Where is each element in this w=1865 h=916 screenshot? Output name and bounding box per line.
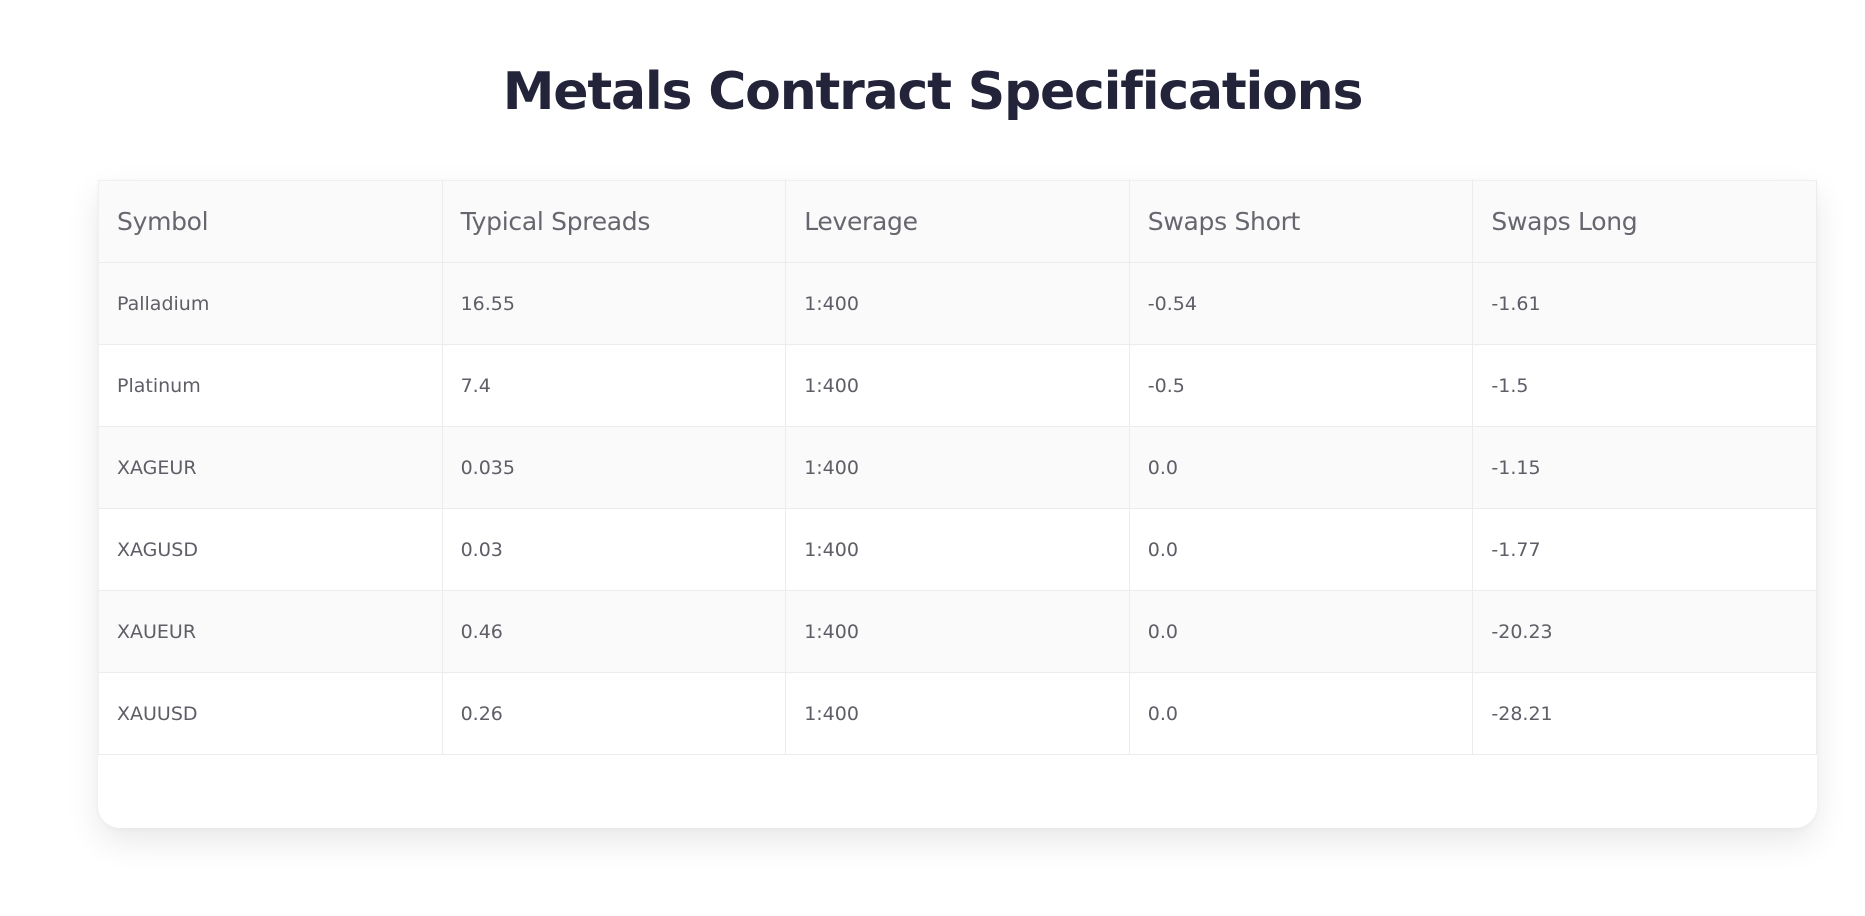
page-title: Metals Contract Specifications xyxy=(502,62,1364,122)
column-header-swaps-long: Swaps Long xyxy=(1472,180,1817,263)
cell-symbol: XAGEUR xyxy=(98,426,443,509)
cell-swap-long: -1.77 xyxy=(1472,508,1817,591)
cell-swap-short: 0.0 xyxy=(1129,426,1474,509)
cell-swap-short: 0.0 xyxy=(1129,590,1474,673)
cell-typical-spread: 7.4 xyxy=(442,344,787,427)
cell-swap-short: -0.54 xyxy=(1129,262,1474,345)
table-row: XAGUSD 0.03 1:400 0.0 -1.77 xyxy=(98,508,1817,591)
metals-specs-table: Symbol Typical Spreads Leverage Swaps Sh… xyxy=(98,180,1817,755)
cell-typical-spread: 0.035 xyxy=(442,426,787,509)
cell-swap-long: -20.23 xyxy=(1472,590,1817,673)
cell-swap-short: 0.0 xyxy=(1129,672,1474,755)
column-header-typical-spreads: Typical Spreads xyxy=(442,180,787,263)
column-header-symbol: Symbol xyxy=(98,180,443,263)
table-row: Platinum 7.4 1:400 -0.5 -1.5 xyxy=(98,344,1817,427)
table-row: XAUUSD 0.26 1:400 0.0 -28.21 xyxy=(98,672,1817,755)
table-row: Palladium 16.55 1:400 -0.54 -1.61 xyxy=(98,262,1817,345)
header-row: Symbol Typical Spreads Leverage Swaps Sh… xyxy=(98,180,1817,263)
cell-symbol: XAGUSD xyxy=(98,508,443,591)
cell-symbol: Palladium xyxy=(98,262,443,345)
cell-leverage: 1:400 xyxy=(785,344,1130,427)
cell-swap-short: 0.0 xyxy=(1129,508,1474,591)
table-body: Palladium 16.55 1:400 -0.54 -1.61 Platin… xyxy=(98,262,1817,755)
cell-leverage: 1:400 xyxy=(785,426,1130,509)
cell-swap-long: -1.61 xyxy=(1472,262,1817,345)
cell-swap-short: -0.5 xyxy=(1129,344,1474,427)
cell-swap-long: -1.15 xyxy=(1472,426,1817,509)
table-row: XAUEUR 0.46 1:400 0.0 -20.23 xyxy=(98,590,1817,673)
table-header: Symbol Typical Spreads Leverage Swaps Sh… xyxy=(98,180,1817,263)
cell-leverage: 1:400 xyxy=(785,590,1130,673)
cell-leverage: 1:400 xyxy=(785,672,1130,755)
cell-symbol: XAUUSD xyxy=(98,672,443,755)
cell-symbol: Platinum xyxy=(98,344,443,427)
cell-typical-spread: 0.46 xyxy=(442,590,787,673)
specs-table-card: Symbol Typical Spreads Leverage Swaps Sh… xyxy=(98,180,1817,828)
table-row: XAGEUR 0.035 1:400 0.0 -1.15 xyxy=(98,426,1817,509)
cell-swap-long: -1.5 xyxy=(1472,344,1817,427)
cell-leverage: 1:400 xyxy=(785,508,1130,591)
cell-swap-long: -28.21 xyxy=(1472,672,1817,755)
cell-symbol: XAUEUR xyxy=(98,590,443,673)
cell-typical-spread: 0.26 xyxy=(442,672,787,755)
cell-typical-spread: 0.03 xyxy=(442,508,787,591)
column-header-leverage: Leverage xyxy=(785,180,1130,263)
column-header-swaps-short: Swaps Short xyxy=(1129,180,1474,263)
cell-typical-spread: 16.55 xyxy=(442,262,787,345)
cell-leverage: 1:400 xyxy=(785,262,1130,345)
